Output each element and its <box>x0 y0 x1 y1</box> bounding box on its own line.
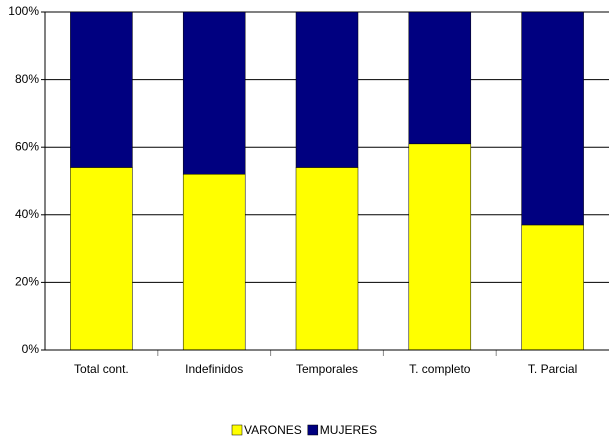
bar-segment <box>182 173 246 351</box>
x-tick-label: Temporales <box>296 362 358 376</box>
bar-segment <box>295 167 359 351</box>
x-tick-label: Total cont. <box>74 362 129 376</box>
y-tick-label: 40% <box>15 207 39 221</box>
legend-label: VARONES <box>244 423 302 437</box>
bar-segment <box>408 11 472 145</box>
legend-label: MUJERES <box>320 423 377 437</box>
bar-segment <box>182 11 246 175</box>
bar-segment <box>408 143 472 351</box>
y-tick-label: 0% <box>22 342 40 356</box>
y-tick-label: 100% <box>8 4 39 18</box>
legend-swatch <box>231 424 243 436</box>
bar-segment <box>521 224 584 351</box>
y-tick-label: 60% <box>15 139 39 153</box>
bar-segment <box>70 11 133 168</box>
legend-swatch <box>307 424 319 436</box>
y-tick-label: 80% <box>15 72 39 86</box>
bar-segment <box>295 11 359 168</box>
x-tick-label: T. completo <box>409 362 471 376</box>
y-tick-label: 20% <box>15 275 39 289</box>
bar-segment <box>70 167 133 351</box>
bar-segment <box>521 11 584 226</box>
x-tick-label: T. Parcial <box>528 362 577 376</box>
x-tick-label: Indefinidos <box>185 362 243 376</box>
